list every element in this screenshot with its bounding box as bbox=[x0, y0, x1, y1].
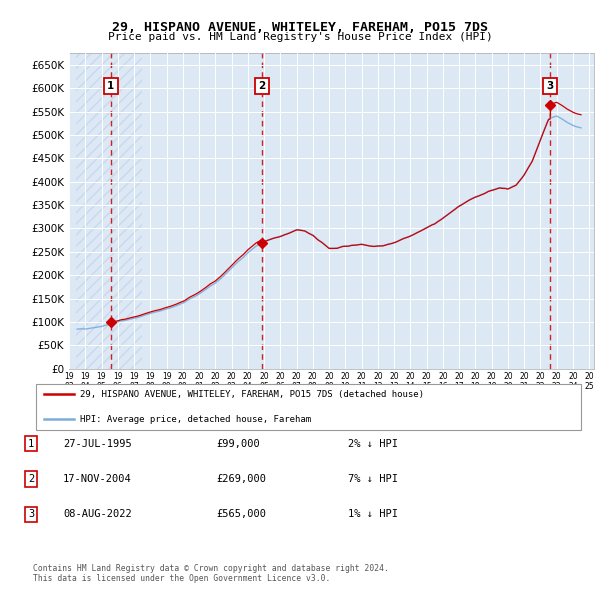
Text: 29, HISPANO AVENUE, WHITELEY, FAREHAM, PO15 7DS: 29, HISPANO AVENUE, WHITELEY, FAREHAM, P… bbox=[112, 21, 488, 34]
Text: 1: 1 bbox=[28, 439, 34, 448]
Text: 3: 3 bbox=[547, 81, 554, 91]
Text: 27-JUL-1995: 27-JUL-1995 bbox=[63, 439, 132, 448]
Text: 3: 3 bbox=[28, 510, 34, 519]
Text: £269,000: £269,000 bbox=[216, 474, 266, 484]
Text: 1: 1 bbox=[107, 81, 115, 91]
Text: 08-AUG-2022: 08-AUG-2022 bbox=[63, 510, 132, 519]
Text: 2: 2 bbox=[28, 474, 34, 484]
Text: £99,000: £99,000 bbox=[216, 439, 260, 448]
Text: Contains HM Land Registry data © Crown copyright and database right 2024.
This d: Contains HM Land Registry data © Crown c… bbox=[33, 563, 389, 583]
Text: 29, HISPANO AVENUE, WHITELEY, FAREHAM, PO15 7DS (detached house): 29, HISPANO AVENUE, WHITELEY, FAREHAM, P… bbox=[80, 390, 424, 399]
Text: 17-NOV-2004: 17-NOV-2004 bbox=[63, 474, 132, 484]
FancyBboxPatch shape bbox=[36, 384, 581, 430]
Text: Price paid vs. HM Land Registry's House Price Index (HPI): Price paid vs. HM Land Registry's House … bbox=[107, 32, 493, 42]
Text: £565,000: £565,000 bbox=[216, 510, 266, 519]
Bar bbox=[76, 53, 142, 369]
Text: 1% ↓ HPI: 1% ↓ HPI bbox=[348, 510, 398, 519]
Text: 2: 2 bbox=[259, 81, 266, 91]
Text: 7% ↓ HPI: 7% ↓ HPI bbox=[348, 474, 398, 484]
Text: HPI: Average price, detached house, Fareham: HPI: Average price, detached house, Fare… bbox=[80, 415, 311, 424]
Text: 2% ↓ HPI: 2% ↓ HPI bbox=[348, 439, 398, 448]
